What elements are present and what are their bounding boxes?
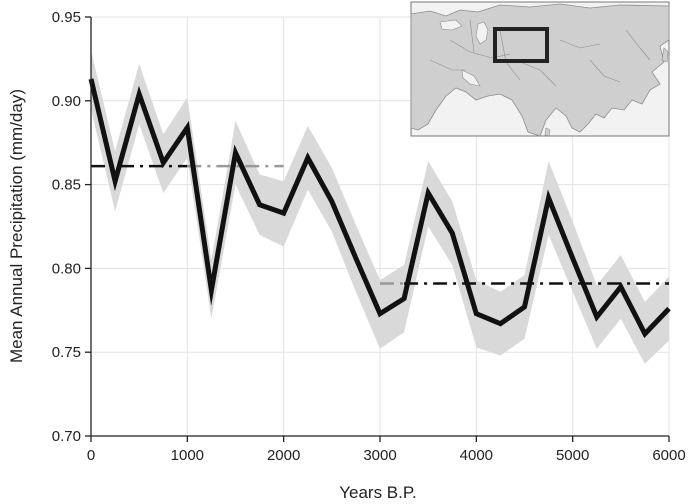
uncertainty-band-area [91,50,669,364]
y-tick-label-3: 0.85 [52,177,81,194]
x-tick-label-1: 1000 [171,447,204,464]
y-tick-label-4: 0.90 [52,93,81,110]
inset-island-japan [661,47,669,63]
series-lines [88,78,671,339]
y-tick-labels: 0.70 0.75 0.80 0.85 0.90 0.95 [52,9,81,445]
y-tick-label-0: 0.70 [52,428,81,445]
x-tick-label-6: 6000 [652,447,685,464]
x-tick-label-3: 3000 [363,447,396,464]
x-tick-label-2: 2000 [267,447,300,464]
inset-caspian [475,21,489,45]
inset-map [410,1,670,137]
series-line-0 [88,78,671,339]
uncertainty-band [91,50,669,364]
inset-black-sea [439,19,463,31]
reference-lines [91,164,669,285]
x-tick-labels: 0 1000 2000 3000 4000 5000 6000 [87,447,686,464]
inset-persian-gulf [461,69,481,87]
x-tick-label-5: 5000 [556,447,589,464]
x-axis-title: Years B.P. [339,483,417,502]
inset-highlight-box [493,27,549,63]
x-tick-label-0: 0 [87,447,95,464]
y-tick-label-5: 0.95 [52,9,81,26]
y-tick-label-2: 0.80 [52,260,81,277]
y-axis-title: Mean Annual Precipitation (mm/day) [7,89,26,363]
inset-island-sri-lanka [544,127,551,137]
axes [85,16,670,442]
x-tick-label-4: 4000 [460,447,493,464]
y-tick-label-1: 0.75 [52,344,81,361]
